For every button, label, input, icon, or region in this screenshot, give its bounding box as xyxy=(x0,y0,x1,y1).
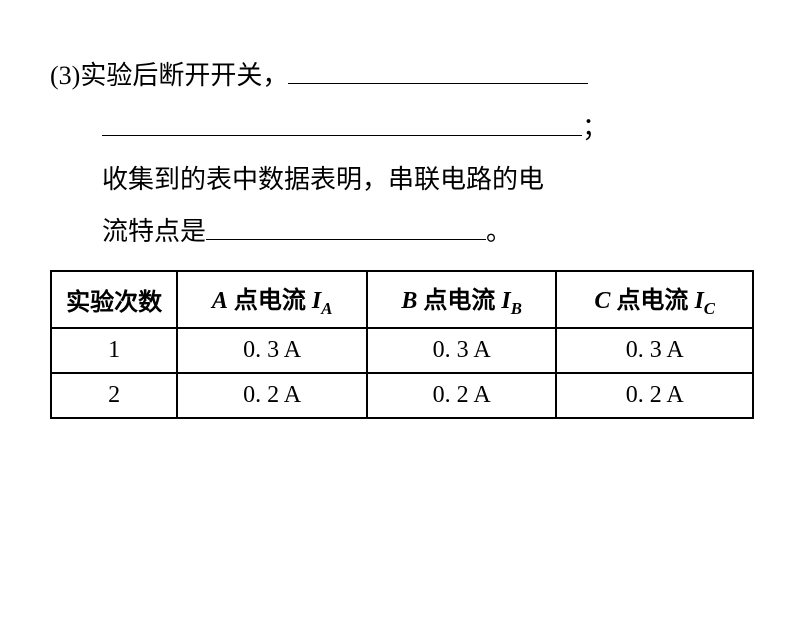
line1-text: 实验后断开开关， xyxy=(80,61,288,90)
cell-current-c: 0. 2 A xyxy=(556,373,753,418)
question-line-2: ； xyxy=(102,102,754,154)
question-line-1: (3) 实验后断开开关， xyxy=(50,50,754,102)
cell-experiment-num: 1 xyxy=(51,328,177,373)
header-point-b-current: B 点电流 IB xyxy=(367,271,557,328)
data-table-wrapper: 实验次数 A 点电流 IA B 点电流 IB C 点电流 IC 10. 3 A0… xyxy=(50,270,754,419)
question-number: (3) xyxy=(50,50,80,102)
line4-prefix: 流特点是 xyxy=(102,217,206,246)
blank-3 xyxy=(206,239,486,240)
header-point-c-current: C 点电流 IC xyxy=(556,271,753,328)
cell-current-b: 0. 3 A xyxy=(367,328,557,373)
cell-current-a: 0. 3 A xyxy=(177,328,367,373)
table-header-row: 实验次数 A 点电流 IA B 点电流 IB C 点电流 IC xyxy=(51,271,753,328)
experiment-data-table: 实验次数 A 点电流 IA B 点电流 IB C 点电流 IC 10. 3 A0… xyxy=(50,270,754,419)
cell-experiment-num: 2 xyxy=(51,373,177,418)
blank-2 xyxy=(102,135,582,136)
cell-current-a: 0. 2 A xyxy=(177,373,367,418)
question-content: (3) 实验后断开开关， ； 收集到的表中数据表明，串联电路的电 流特点是 。 xyxy=(50,50,754,258)
line2-suffix: ； xyxy=(582,113,608,142)
header-point-a-current: A 点电流 IA xyxy=(177,271,367,328)
table-row: 10. 3 A0. 3 A0. 3 A xyxy=(51,328,753,373)
table-body: 10. 3 A0. 3 A0. 3 A20. 2 A0. 2 A0. 2 A xyxy=(51,328,753,418)
question-line-4: 流特点是 。 xyxy=(102,206,754,258)
line4-suffix: 。 xyxy=(486,217,512,246)
cell-current-b: 0. 2 A xyxy=(367,373,557,418)
indented-content: ； 收集到的表中数据表明，串联电路的电 流特点是 。 xyxy=(50,102,754,258)
table-row: 20. 2 A0. 2 A0. 2 A xyxy=(51,373,753,418)
header-experiment-number: 实验次数 xyxy=(51,271,177,328)
cell-current-c: 0. 3 A xyxy=(556,328,753,373)
blank-1 xyxy=(288,83,588,84)
question-line-3: 收集到的表中数据表明，串联电路的电 xyxy=(102,154,754,206)
